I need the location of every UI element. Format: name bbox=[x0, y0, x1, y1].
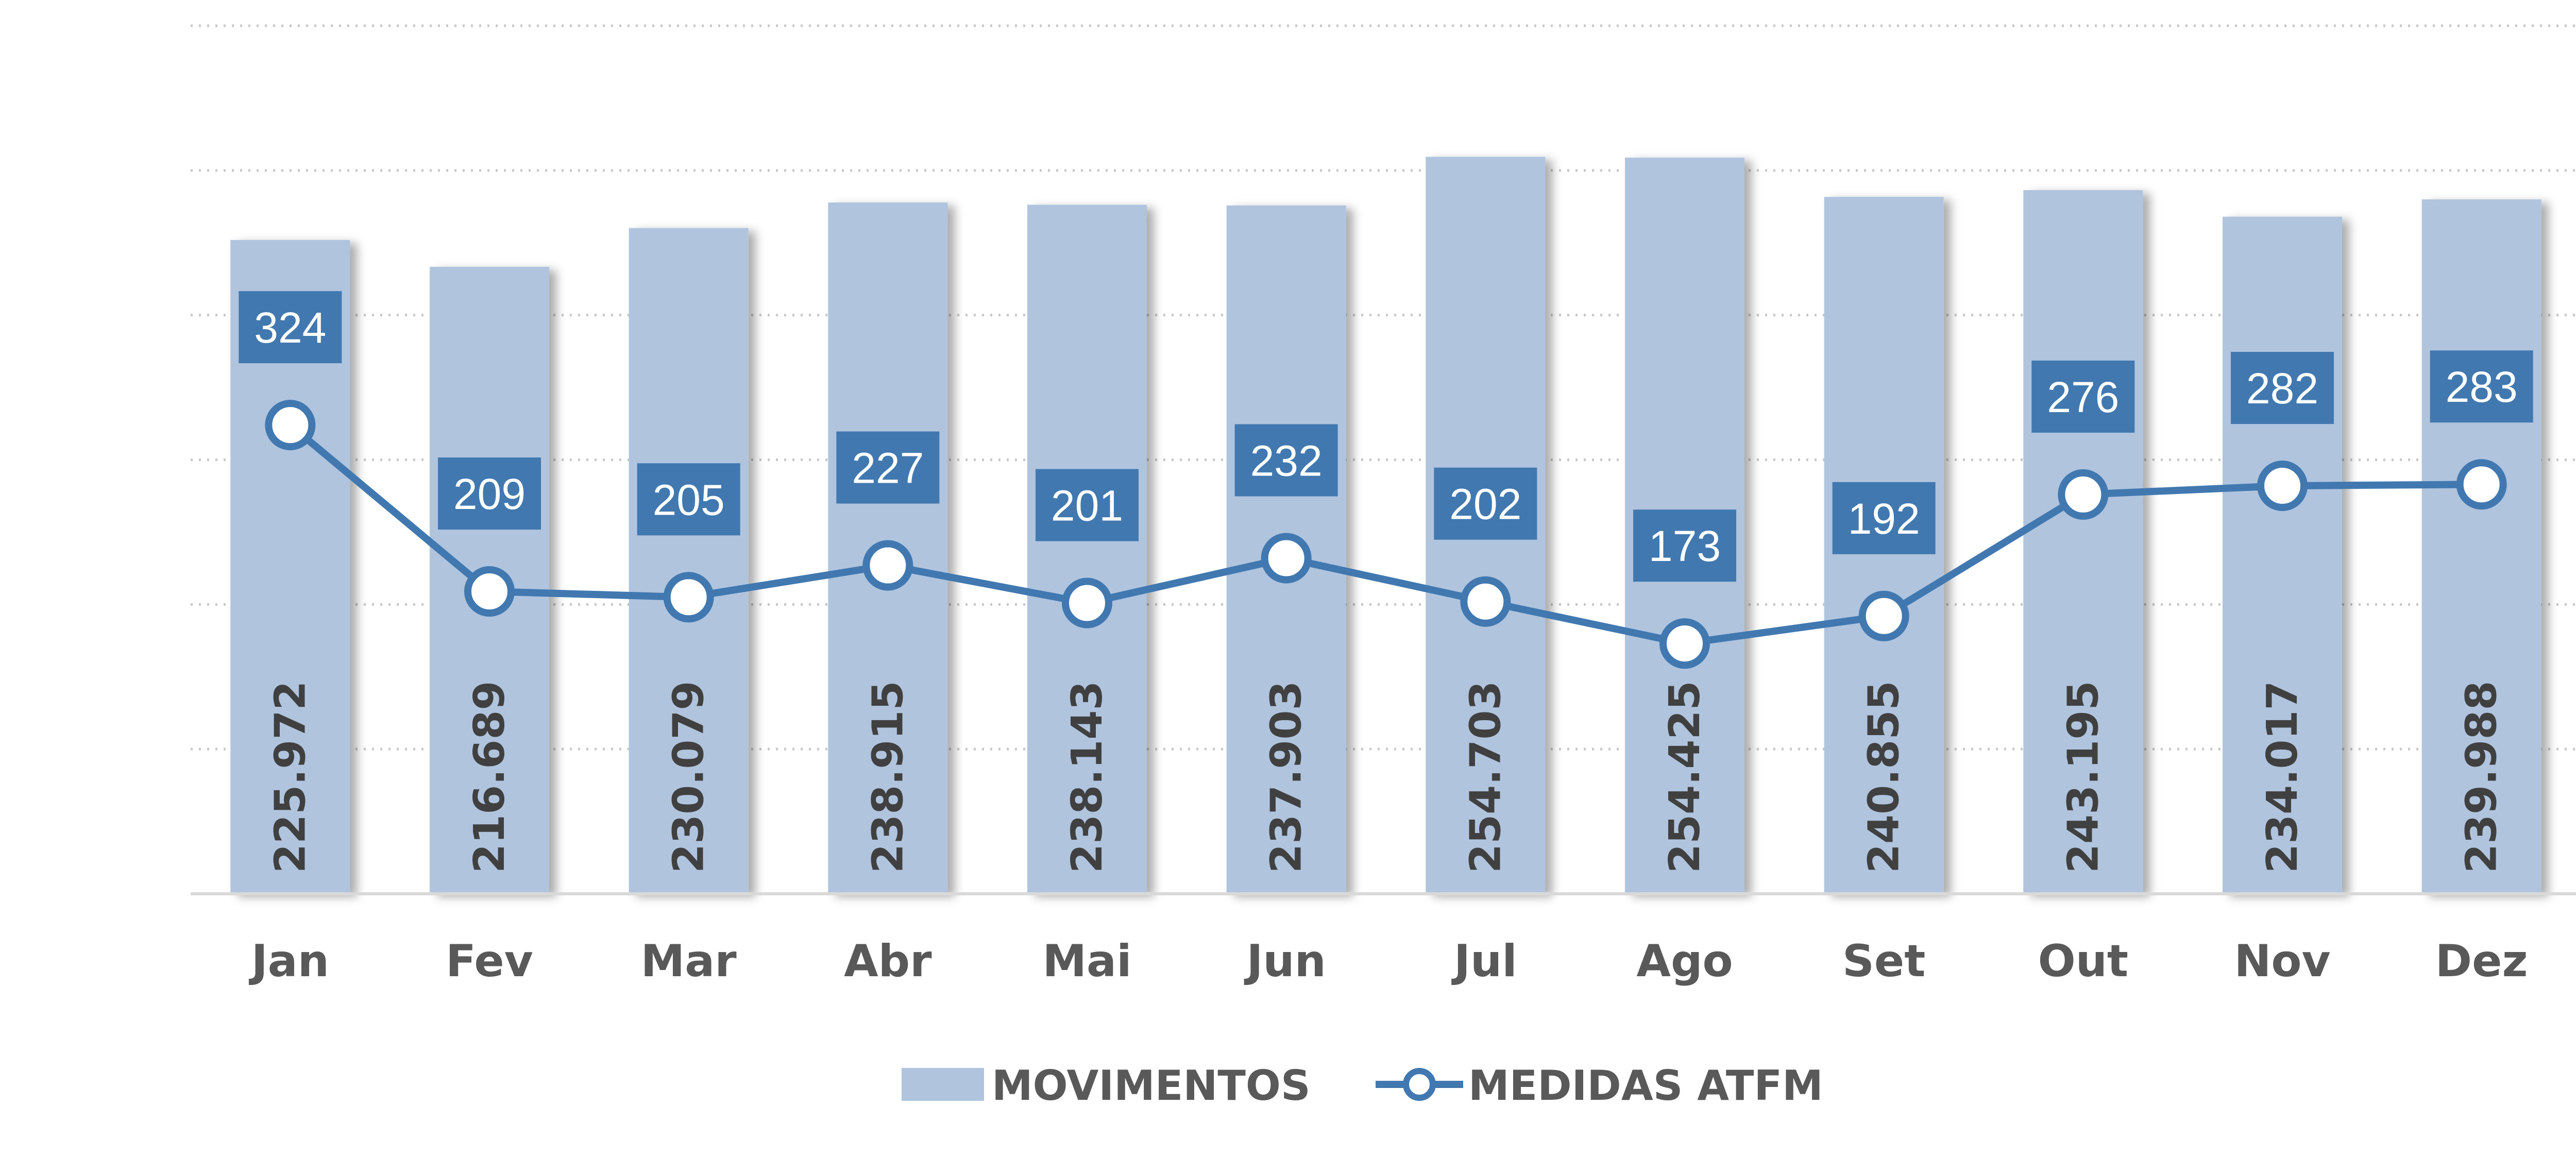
bar-value-label: 240.855 bbox=[1860, 681, 1909, 873]
point-label-box bbox=[1633, 509, 1736, 582]
gridlines bbox=[191, 24, 2576, 751]
point-value-label: 201 bbox=[1051, 482, 1123, 530]
month-label: Ago bbox=[1636, 936, 1733, 987]
point-value-label: 324 bbox=[254, 303, 326, 352]
line-series: 324 209 205 227 201 232 202 173 192 276 282 283 bbox=[239, 291, 2533, 669]
line-marker bbox=[265, 400, 316, 451]
point-value-label: 227 bbox=[852, 444, 924, 492]
legend-swatch-medidas-atfm-marker bbox=[1403, 1068, 1436, 1101]
month-label: Jun bbox=[1244, 936, 1326, 987]
legend-swatch-movimentos bbox=[902, 1068, 984, 1101]
point-value-label: 192 bbox=[1848, 495, 1920, 543]
bar-out bbox=[2023, 190, 2143, 894]
month-label: Jan bbox=[249, 936, 329, 987]
legend-label-medidas-atfm: MEDIDAS ATFM bbox=[1468, 1062, 1823, 1110]
bar-value-label: 239.988 bbox=[2458, 681, 2506, 873]
line-marker bbox=[1062, 577, 1112, 628]
bar-nov bbox=[2223, 216, 2342, 894]
bar-value-label: 243.195 bbox=[2059, 681, 2108, 873]
point-value-label: 202 bbox=[1449, 480, 1521, 529]
month-label: Out bbox=[2038, 936, 2128, 987]
bar-mar bbox=[629, 228, 749, 894]
point-value-label: 282 bbox=[2246, 364, 2318, 413]
point-label-box bbox=[438, 457, 541, 530]
point-value-label: 276 bbox=[2047, 373, 2119, 421]
legend: MOVIMENTOS MEDIDAS ATFM bbox=[902, 1062, 1823, 1110]
month-label: Dez bbox=[2435, 936, 2528, 987]
line-marker bbox=[862, 540, 913, 591]
point-label-box bbox=[1832, 482, 1936, 554]
month-label: Fev bbox=[446, 936, 533, 987]
month-label: Set bbox=[1842, 936, 1925, 987]
bar-dez bbox=[2421, 199, 2541, 894]
point-label-box bbox=[2231, 352, 2334, 424]
line-marker bbox=[1460, 576, 1511, 627]
month-label: Abr bbox=[844, 936, 932, 987]
point-value-label: 232 bbox=[1250, 436, 1323, 485]
bar-mai bbox=[1027, 205, 1147, 894]
point-value-label: 209 bbox=[453, 470, 526, 518]
line-marker bbox=[2456, 459, 2507, 510]
month-label: Mar bbox=[641, 936, 737, 987]
bar-value-label: 254.425 bbox=[1660, 681, 1709, 873]
bar-value-label: 225.972 bbox=[266, 681, 315, 873]
bar-value-label: 238.143 bbox=[1063, 681, 1112, 873]
point-value-label: 173 bbox=[1649, 522, 1721, 570]
line-marker bbox=[2058, 469, 2109, 520]
month-label: Jul bbox=[1451, 936, 1517, 987]
month-label: Nov bbox=[2234, 936, 2330, 987]
line-marker bbox=[663, 572, 714, 623]
point-value-label: 283 bbox=[2446, 363, 2518, 411]
point-label-box bbox=[2430, 350, 2533, 423]
point-label-box bbox=[2031, 360, 2135, 433]
point-label-box bbox=[1036, 469, 1139, 541]
bar-value-label: 237.903 bbox=[1262, 681, 1311, 873]
point-label-box bbox=[1434, 467, 1537, 540]
bar-value-label: 238.915 bbox=[863, 681, 912, 873]
bar-value-label: 254.703 bbox=[1461, 681, 1510, 873]
point-value-label: 205 bbox=[653, 475, 725, 524]
medidas-atfm-line bbox=[287, 422, 2482, 648]
point-label-box bbox=[1234, 424, 1338, 497]
point-label-box bbox=[637, 463, 740, 536]
bar-value-label: 230.079 bbox=[665, 681, 714, 873]
month-labels: Jan Fev Mar Abr Mai Jun Jul Ago Set Out Nov Dez bbox=[249, 936, 2528, 987]
line-marker bbox=[1261, 533, 1312, 584]
legend-label-movimentos: MOVIMENTOS bbox=[992, 1062, 1311, 1110]
point-label-box bbox=[239, 291, 342, 364]
bar-value-label: 234.017 bbox=[2258, 681, 2307, 873]
line-marker bbox=[464, 566, 515, 617]
line-marker bbox=[2257, 461, 2308, 512]
bar-labels: 225.972 216.689 230.079 238.915 238.143 237.9… bbox=[266, 681, 2506, 873]
bar-value-label: 216.689 bbox=[465, 681, 514, 873]
bars bbox=[230, 157, 2541, 894]
line-marker bbox=[1858, 590, 1909, 641]
month-label: Mai bbox=[1042, 936, 1131, 987]
line-marker bbox=[1659, 618, 1710, 669]
point-label-box bbox=[836, 431, 940, 504]
